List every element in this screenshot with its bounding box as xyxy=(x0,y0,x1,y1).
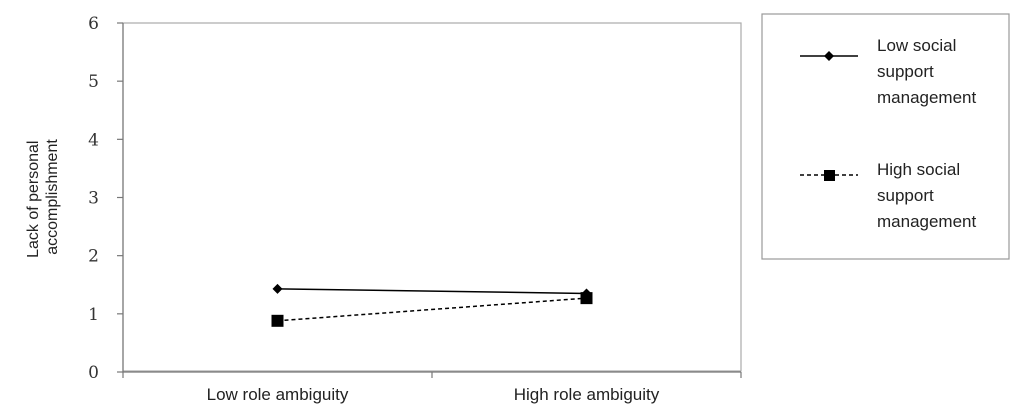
legend-label-low: Low social support management xyxy=(877,36,977,107)
legend-item-high-social-support: High social support management xyxy=(800,160,977,231)
y-tick-label: 0 xyxy=(88,363,99,383)
legend-label-high-line-1: High social xyxy=(877,160,960,179)
series-line-1 xyxy=(277,288,587,295)
y-tick-label: 1 xyxy=(88,305,99,325)
legend-label-low-line-2: support xyxy=(877,62,934,81)
legend-label-low-line-1: Low social xyxy=(877,36,956,55)
legend-square-marker xyxy=(824,170,835,181)
series-1-point xyxy=(272,283,283,294)
series-2-point xyxy=(271,314,284,327)
y-tick-label: 3 xyxy=(88,189,99,209)
y-ticks: 0 1 2 3 4 5 6 xyxy=(88,14,123,383)
plot-area xyxy=(122,22,742,372)
y-axis-title-line-1: Lack of personal xyxy=(25,141,42,258)
y-axis-title: Lack of personal accomplishment xyxy=(25,136,61,258)
legend-box xyxy=(761,13,1010,260)
x-tick-label: Low role ambiguity xyxy=(207,385,349,404)
y-axis-title-line-2: accomplishment xyxy=(44,139,61,255)
x-ticks: Low role ambiguity High role ambiguity xyxy=(122,372,742,404)
legend-label-high-line-3: management xyxy=(877,212,977,231)
legend-label-high-line-2: support xyxy=(877,186,934,205)
series-layer xyxy=(271,283,593,327)
legend-label-low-line-3: management xyxy=(877,88,977,107)
x-tick-label: High role ambiguity xyxy=(514,385,660,404)
legend-label-high: High social support management xyxy=(877,160,977,231)
y-tick-label: 5 xyxy=(88,72,99,92)
y-tick-label: 6 xyxy=(88,14,99,34)
y-tick-label: 2 xyxy=(88,247,99,267)
series-2-point xyxy=(580,292,593,305)
series-line-2 xyxy=(277,297,587,322)
legend-item-low-social-support: Low social support management xyxy=(800,36,977,107)
y-tick-label: 4 xyxy=(88,130,99,150)
legend-diamond-marker xyxy=(824,51,834,61)
